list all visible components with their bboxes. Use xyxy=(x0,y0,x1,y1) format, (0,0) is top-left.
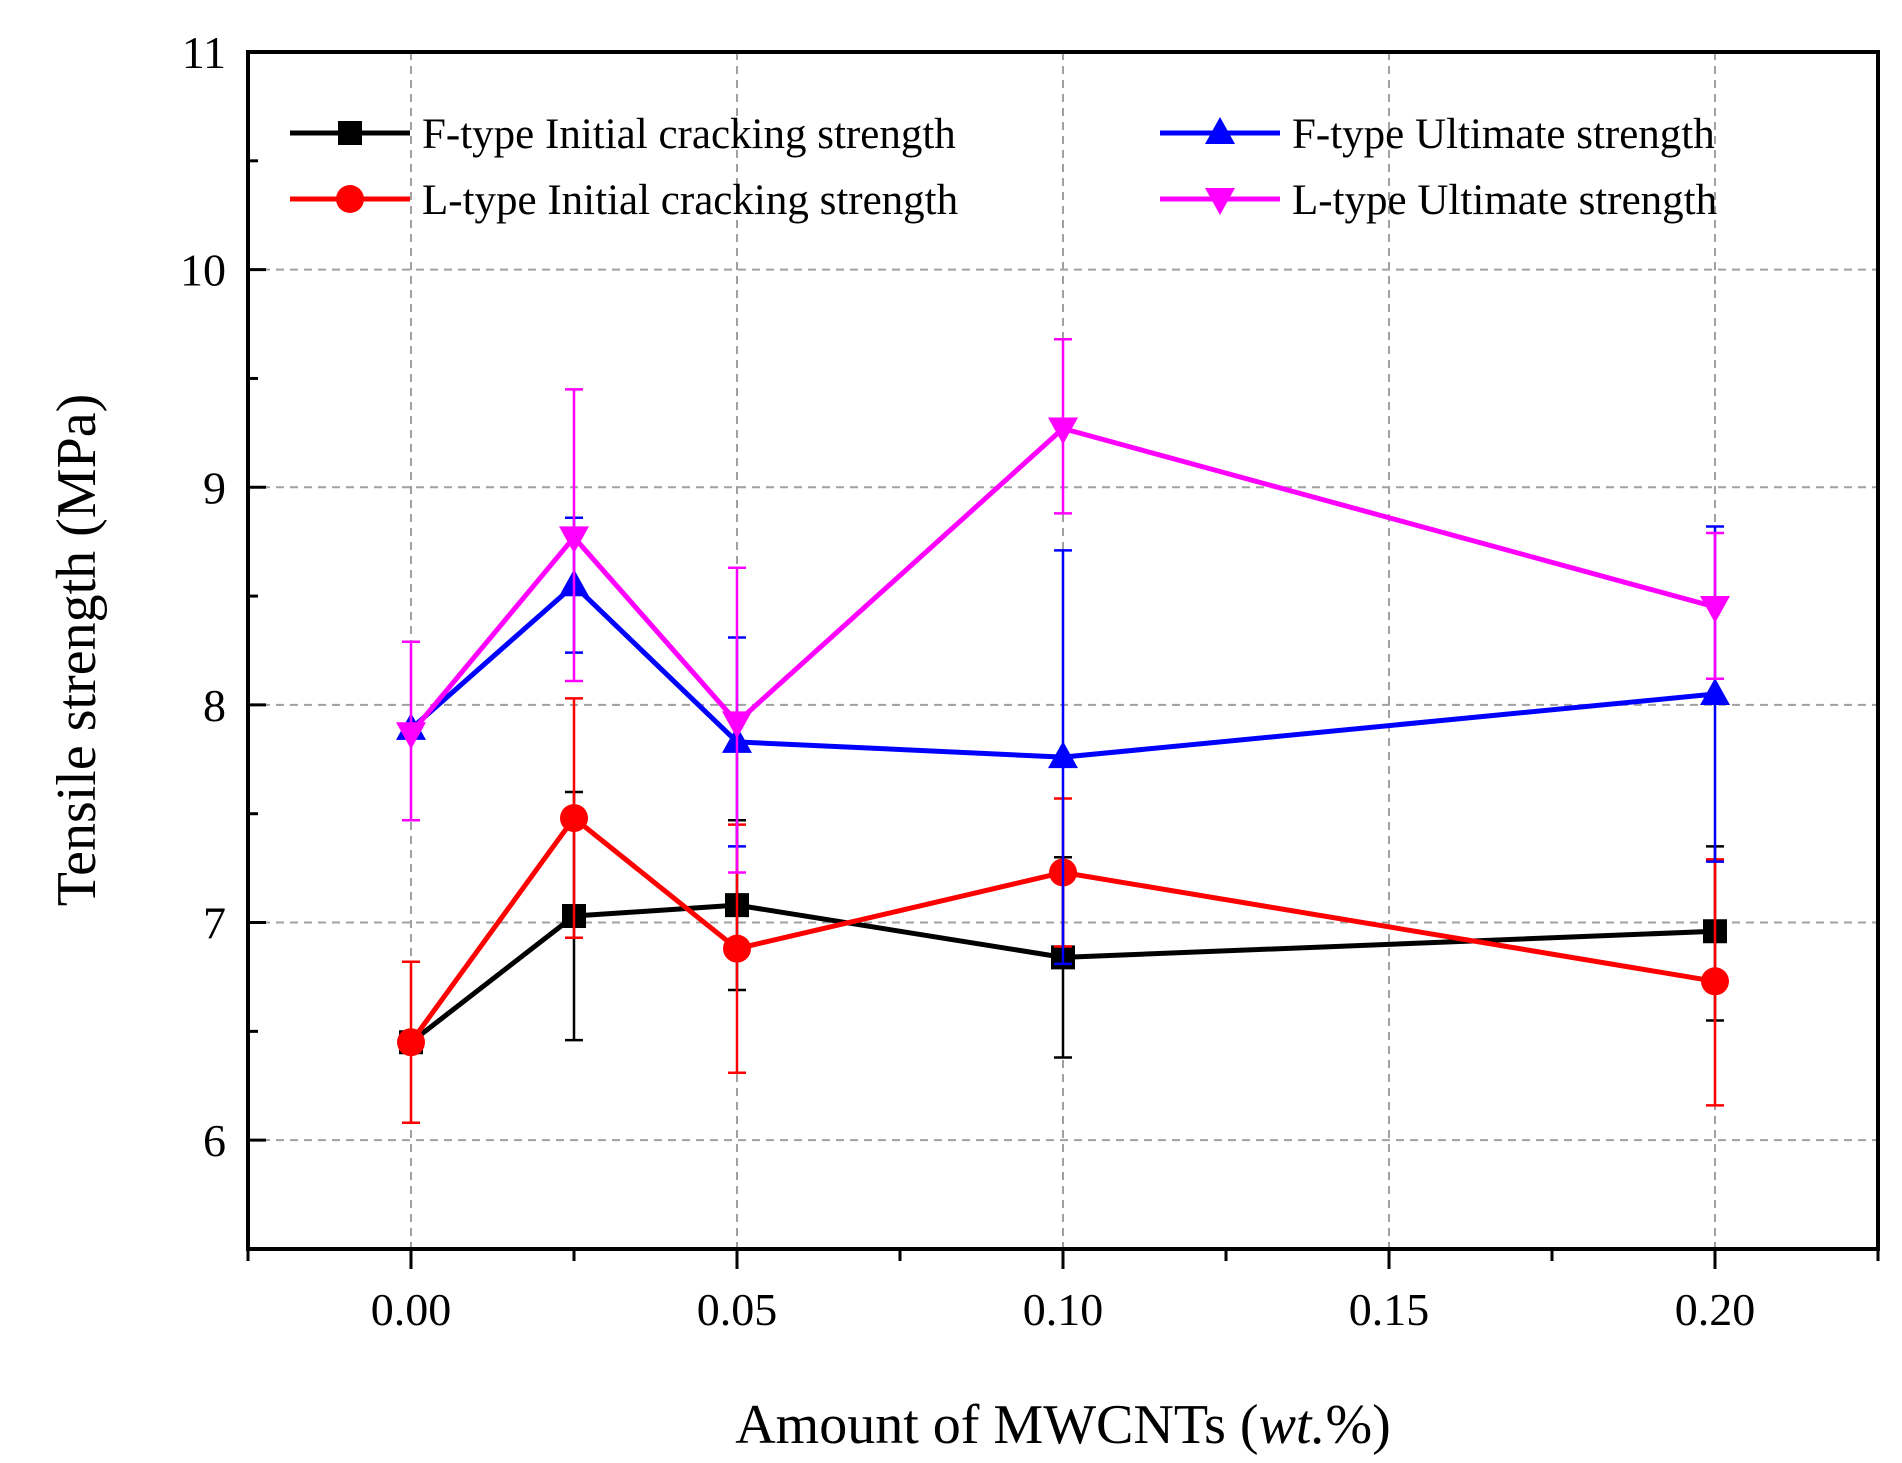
y-tick-label: 7 xyxy=(203,898,226,949)
legend-marker xyxy=(338,121,362,145)
data-point xyxy=(1700,678,1730,706)
data-point xyxy=(723,934,751,963)
legend-marker xyxy=(1205,188,1235,215)
x-tick-label: 0.15 xyxy=(1349,1284,1430,1335)
legend-label: F-type Ultimate strength xyxy=(1292,111,1715,158)
legend-item-3: F-type Ultimate strength xyxy=(1160,111,1715,158)
legend-label: F-type Initial cracking strength xyxy=(422,111,956,158)
data-point xyxy=(559,526,589,554)
legend-label: L-type Ultimate strength xyxy=(1292,177,1717,224)
series-3 xyxy=(396,516,1730,966)
x-tick-label: 0.10 xyxy=(1023,1284,1104,1335)
legend-marker xyxy=(1205,117,1235,144)
series-group xyxy=(396,338,1730,1125)
legend-item-2: L-type Initial cracking strength xyxy=(290,177,958,224)
x-tick-label: 0.05 xyxy=(697,1284,778,1335)
series-4 xyxy=(396,338,1730,874)
data-point xyxy=(396,722,426,750)
y-tick-label: 10 xyxy=(180,245,226,296)
x-tick-label: 0.00 xyxy=(371,1284,452,1335)
legend-label: L-type Initial cracking strength xyxy=(422,177,958,224)
x-axis-title-italic: wt. xyxy=(1259,1394,1326,1456)
data-point xyxy=(1048,417,1078,445)
data-point xyxy=(560,804,588,833)
y-axis-title: Tensile strength (MPa) xyxy=(46,394,108,906)
data-point xyxy=(722,711,752,739)
x-axis-title-main: Amount of MWCNTs ( xyxy=(735,1394,1258,1456)
x-axis-title-suffix: %) xyxy=(1326,1394,1391,1456)
y-tick-label: 11 xyxy=(182,27,226,78)
data-point xyxy=(1701,967,1729,996)
axis-ticks: 6 7 8 9 10 11 0.00 0.05 0.10 0.15 0.20 xyxy=(180,27,1880,1335)
data-point xyxy=(1048,741,1078,769)
x-tick-label: 0.20 xyxy=(1675,1284,1756,1335)
legend-item-1: F-type Initial cracking strength xyxy=(290,111,956,158)
data-point xyxy=(1700,595,1730,623)
legend: F-type Initial cracking strength L-type I… xyxy=(290,111,1717,224)
legend-item-4: L-type Ultimate strength xyxy=(1160,177,1717,224)
y-tick-label: 9 xyxy=(203,462,226,513)
data-point xyxy=(397,1028,425,1057)
y-tick-label: 8 xyxy=(203,680,226,731)
legend-marker xyxy=(336,185,364,213)
x-axis-title: Amount of MWCNTs (wt.%) xyxy=(735,1394,1391,1456)
y-tick-label: 6 xyxy=(203,1115,226,1166)
